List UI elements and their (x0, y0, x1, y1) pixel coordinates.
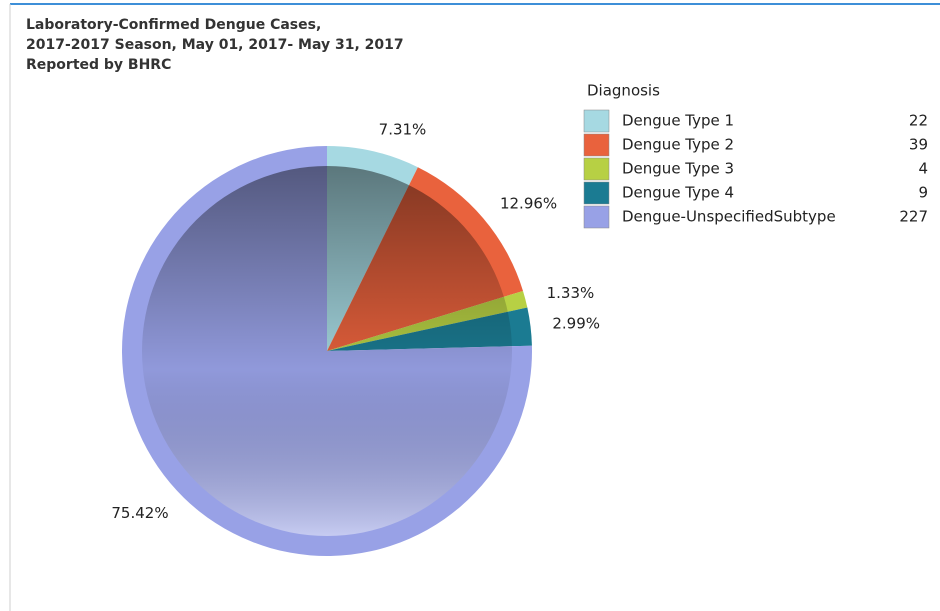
legend-label: Dengue Type 1 (622, 112, 734, 130)
legend-count: 39 (909, 136, 928, 154)
legend-label: Dengue-UnspecifiedSubtype (622, 208, 836, 226)
legend-swatch (583, 205, 610, 229)
legend-swatch (583, 109, 610, 133)
legend-swatch (583, 133, 610, 157)
legend-count: 4 (918, 160, 928, 178)
legend-count: 22 (909, 112, 928, 130)
chart-title: 2017-2017 Season, May 01, 2017- May 31, … (26, 37, 404, 53)
legend-label: Dengue Type 2 (622, 136, 734, 154)
data-label: 75.42% (111, 504, 168, 522)
legend-swatch (583, 181, 610, 205)
data-label: 7.31% (379, 120, 427, 138)
legend-label: Dengue Type 3 (622, 160, 734, 178)
chart-title: Laboratory-Confirmed Dengue Cases, (26, 17, 321, 33)
chart-title: Reported by BHRC (26, 57, 171, 73)
legend-title: Diagnosis (587, 82, 660, 100)
data-label: 1.33% (547, 284, 595, 302)
legend-swatch (583, 157, 610, 181)
legend-label: Dengue Type 4 (622, 184, 734, 202)
pie-shading (142, 166, 512, 536)
legend-count: 9 (918, 184, 928, 202)
data-label: 2.99% (552, 314, 600, 332)
data-label: 12.96% (500, 194, 557, 212)
legend-count: 227 (899, 208, 928, 226)
